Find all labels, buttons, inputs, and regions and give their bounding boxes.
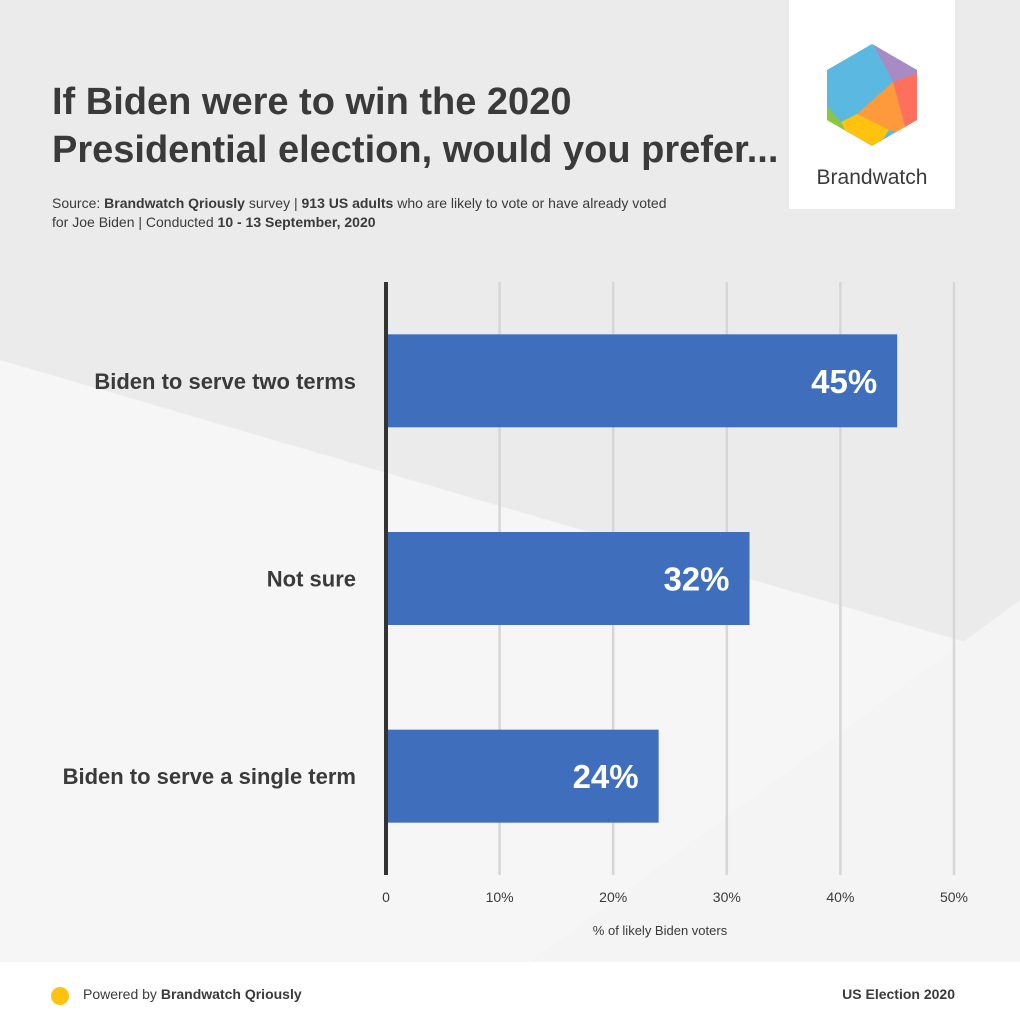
bar-value-label-3: 24% (573, 758, 639, 795)
x-axis-title: % of likely Biden voters (593, 923, 728, 938)
category-label-2: Not sure (267, 567, 356, 592)
source-line2-prefix: for Joe Biden | Conducted (52, 214, 218, 230)
brandwatch-hexagon-icon (827, 44, 917, 146)
yellow-dot-icon (51, 987, 69, 1005)
bar-value-label-1: 45% (811, 363, 877, 400)
bar-3 (386, 729, 659, 823)
x-tick-label-50: 50% (940, 889, 968, 905)
x-tick-label-40: 40% (826, 889, 854, 905)
x-tick-label-30: 30% (713, 889, 741, 905)
brandwatch-wordmark: Brandwatch (816, 166, 928, 189)
brandwatch-logo: Brandwatch (789, 0, 955, 209)
source-desc: who are likely to vote or have already v… (393, 195, 667, 211)
source-mid: survey | (244, 195, 302, 211)
bar-1 (386, 334, 898, 428)
bar-chart: 45% Biden to serve two terms 32% Not sure 24… (63, 282, 968, 938)
source-prefix: Source: (52, 195, 105, 211)
title-line-2: Presidential election, would you prefer.… (52, 129, 779, 171)
us-election-label: US Election 2020 (842, 986, 955, 1002)
source-note: Source: Brandwatch Qriously survey | 913… (52, 194, 712, 232)
footer-bar (0, 962, 1020, 1029)
title-line-1: If Biden were to win the 2020 (52, 81, 572, 123)
source-sample: 913 US adults (301, 195, 394, 211)
powered-by-text: Powered by Brandwatch Qriously (83, 986, 302, 1002)
source-dates: 10 - 13 September, 2020 (217, 214, 376, 230)
powered-prefix: Powered by (83, 986, 161, 1002)
x-tick-label-10: 10% (486, 889, 514, 905)
x-tick-label-0: 0 (382, 889, 390, 905)
x-tick-label-20: 20% (599, 889, 627, 905)
bar-2 (386, 532, 750, 625)
page-title: If Biden were to win the 2020 Presidenti… (52, 78, 792, 174)
powered-brand: Brandwatch Qriously (160, 986, 302, 1002)
source-org: Brandwatch Qriously (104, 195, 245, 211)
bar-value-label-2: 32% (663, 561, 729, 598)
category-label-1: Biden to serve two terms (94, 369, 356, 394)
category-label-3: Biden to serve a single term (63, 764, 356, 789)
